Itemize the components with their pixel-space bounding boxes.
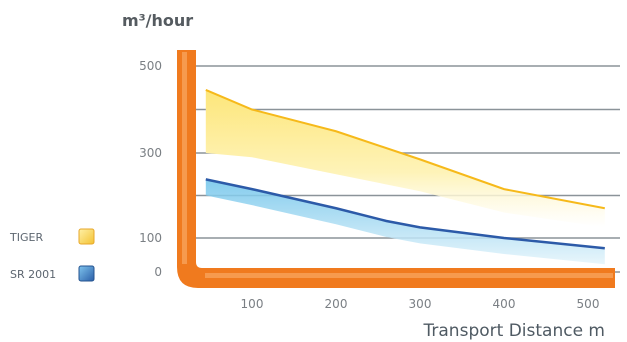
sr2001-line bbox=[205, 178, 605, 250]
y-axis-highlight bbox=[182, 52, 187, 264]
plot-lines bbox=[205, 178, 605, 265]
legend-swatch-sr2001 bbox=[78, 265, 95, 282]
tiger-upper-line bbox=[205, 89, 605, 210]
x-tick-label: 200 bbox=[325, 297, 348, 311]
legend-swatch-tiger bbox=[78, 228, 95, 245]
y-tick-label: 0 bbox=[154, 265, 162, 279]
plot-areas bbox=[205, 89, 605, 228]
sr2001-shade bbox=[205, 179, 605, 265]
x-tick-label: 500 bbox=[577, 297, 600, 311]
x-tick-label: 400 bbox=[493, 297, 516, 311]
y-tick-label: 100 bbox=[139, 231, 162, 245]
x-tick-label: 100 bbox=[241, 297, 264, 311]
x-axis-highlight bbox=[205, 273, 613, 278]
x-tick-labels: 100 200 300 400 500 bbox=[241, 297, 600, 311]
legend: TIGER SR 2001 bbox=[9, 228, 95, 282]
y-tick-label: 300 bbox=[139, 146, 162, 160]
axis-frame bbox=[177, 50, 615, 288]
y-axis-label: m³/hour bbox=[122, 11, 193, 30]
x-axis-label: Transport Distance m bbox=[423, 321, 605, 341]
legend-label-sr2001: SR 2001 bbox=[10, 268, 56, 281]
y-tick-labels: 0 100 300 500 bbox=[139, 59, 162, 279]
legend-label-tiger: TIGER bbox=[9, 231, 43, 244]
y-tick-label: 500 bbox=[139, 59, 162, 73]
x-tick-label: 300 bbox=[409, 297, 432, 311]
